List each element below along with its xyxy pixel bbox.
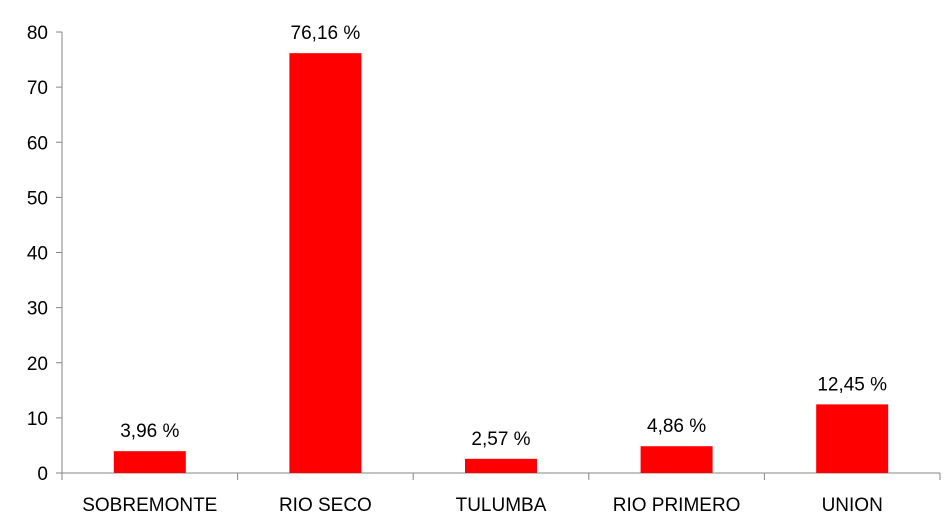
bar-data-label: 76,16 %	[291, 23, 361, 44]
y-tick-label: 40	[27, 244, 48, 265]
bar-data-label: 12,45 %	[817, 374, 887, 395]
bars	[113, 53, 889, 473]
bar	[816, 404, 889, 473]
bar-data-label: 4,86 %	[647, 416, 706, 437]
x-category-label: RIO SECO	[279, 495, 372, 516]
x-category-label: RIO PRIMERO	[613, 495, 741, 516]
y-tick-label: 80	[27, 23, 48, 44]
bar-data-label: 3,96 %	[120, 421, 179, 442]
y-tick-label: 50	[27, 188, 48, 209]
x-category-label: UNION	[822, 495, 883, 516]
bar	[465, 458, 537, 473]
data-labels: 3,96 % 76,16 % 2,57 % 4,86 % 12,45 %	[120, 23, 887, 450]
x-category-label: TULUMBA	[456, 495, 547, 516]
x-axis: SOBREMONTE RIO SECO TULUMBA RIO PRIMERO UNIO…	[61, 472, 941, 516]
y-tick-label: 0	[37, 464, 48, 485]
y-tick-label: 20	[27, 354, 48, 375]
y-tick-label: 10	[27, 409, 48, 430]
bar	[640, 446, 713, 473]
y-axis: 0 10 20 30 40 50 60 70 80	[27, 23, 63, 485]
bar	[289, 53, 362, 473]
y-tick-label: 70	[27, 78, 48, 99]
bar	[113, 451, 186, 473]
bar-data-label: 2,57 %	[471, 429, 530, 450]
x-category-label: SOBREMONTE	[82, 495, 217, 516]
y-tick-label: 60	[27, 133, 48, 154]
y-tick-label: 30	[27, 299, 48, 320]
